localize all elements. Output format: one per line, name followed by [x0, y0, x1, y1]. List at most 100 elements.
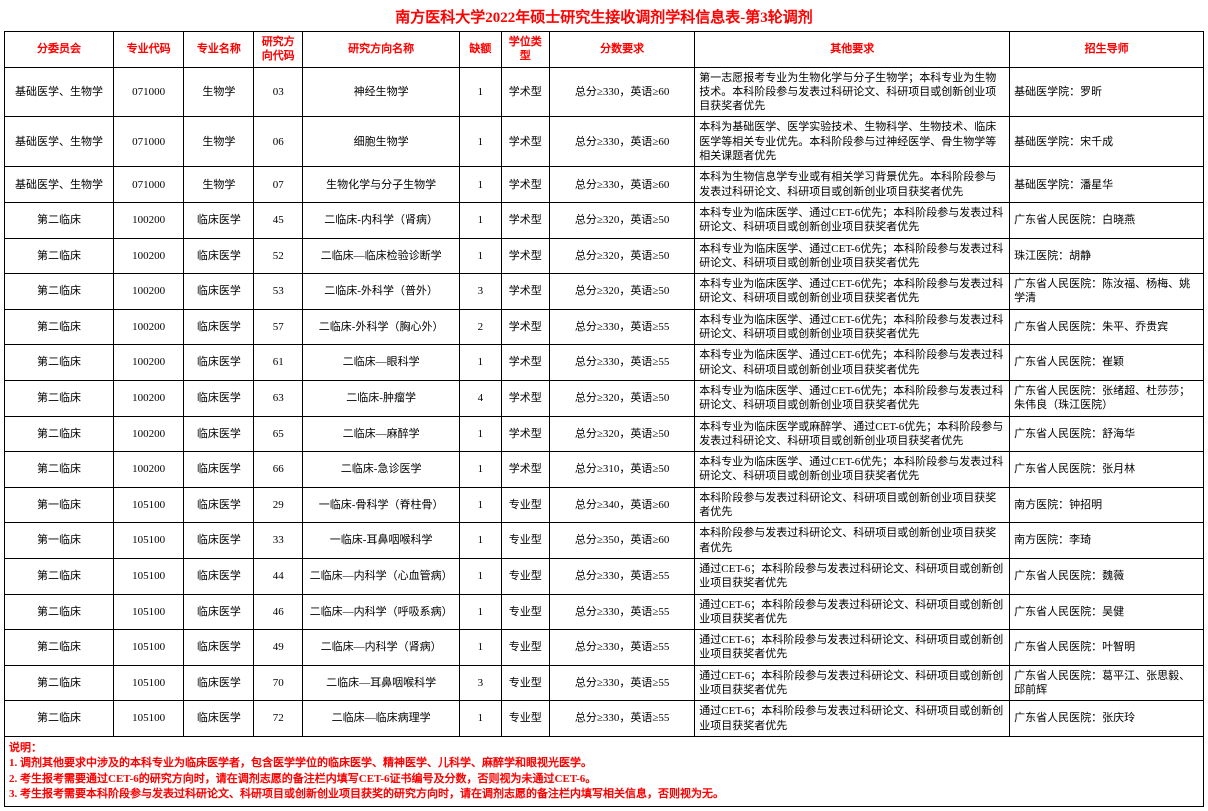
- table-cell: 专业型: [501, 630, 549, 666]
- table-cell: 071000: [114, 167, 184, 203]
- table-cell: 1: [460, 238, 501, 274]
- table-cell: 1: [460, 416, 501, 452]
- table-cell: 105100: [114, 630, 184, 666]
- column-header: 招生导师: [1010, 32, 1204, 68]
- table-cell: 45: [254, 202, 302, 238]
- table-cell: 临床医学: [184, 594, 254, 630]
- table-cell: 总分≥320，英语≥50: [549, 274, 694, 310]
- column-header: 研究方向代码: [254, 32, 302, 68]
- table-cell: 1: [460, 67, 501, 117]
- table-cell: 基础医学院：宋千成: [1010, 117, 1204, 167]
- table-row: 基础医学、生物学071000生物学06细胞生物学1学术型总分≥330，英语≥60…: [5, 117, 1204, 167]
- table-cell: 专业型: [501, 594, 549, 630]
- table-row: 基础医学、生物学071000生物学03神经生物学1学术型总分≥330，英语≥60…: [5, 67, 1204, 117]
- table-cell: 1: [460, 701, 501, 737]
- table-cell: 通过CET-6；本科阶段参与发表过科研论文、科研项目或创新创业项目获奖者优先: [695, 558, 1010, 594]
- table-cell: 63: [254, 380, 302, 416]
- table-cell: 二临床-肿瘤学: [302, 380, 459, 416]
- table-cell: 专业型: [501, 558, 549, 594]
- table-cell: 本科阶段参与发表过科研论文、科研项目或创新创业项目获奖者优先: [695, 487, 1010, 523]
- table-cell: 学术型: [501, 67, 549, 117]
- table-cell: 基础医学、生物学: [5, 167, 114, 203]
- table-row: 第二临床100200临床医学45二临床-内科学（肾病）1学术型总分≥320，英语…: [5, 202, 1204, 238]
- table-cell: 通过CET-6；本科阶段参与发表过科研论文、科研项目或创新创业项目获奖者优先: [695, 665, 1010, 701]
- table-body: 基础医学、生物学071000生物学03神经生物学1学术型总分≥330，英语≥60…: [5, 67, 1204, 736]
- table-cell: 1: [460, 487, 501, 523]
- table-cell: 广东省人民医院：魏薇: [1010, 558, 1204, 594]
- table-row: 第二临床100200临床医学63二临床-肿瘤学4学术型总分≥320，英语≥50本…: [5, 380, 1204, 416]
- table-cell: 总分≥330，英语≥55: [549, 665, 694, 701]
- table-cell: 总分≥330，英语≥55: [549, 630, 694, 666]
- table-cell: 广东省人民医院：吴健: [1010, 594, 1204, 630]
- table-cell: 珠江医院：胡静: [1010, 238, 1204, 274]
- table-cell: 总分≥330，英语≥55: [549, 309, 694, 345]
- table-cell: 本科专业为临床医学、通过CET-6优先；本科阶段参与发表过科研论文、科研项目或创…: [695, 274, 1010, 310]
- table-cell: 学术型: [501, 416, 549, 452]
- table-cell: 学术型: [501, 345, 549, 381]
- table-row: 基础医学、生物学071000生物学07生物化学与分子生物学1学术型总分≥330，…: [5, 167, 1204, 203]
- table-cell: 100200: [114, 309, 184, 345]
- table-cell: 44: [254, 558, 302, 594]
- table-cell: 06: [254, 117, 302, 167]
- table-cell: 生物化学与分子生物学: [302, 167, 459, 203]
- table-cell: 临床医学: [184, 380, 254, 416]
- column-header: 专业名称: [184, 32, 254, 68]
- table-row: 第二临床105100临床医学70二临床—耳鼻咽喉科学3专业型总分≥330，英语≥…: [5, 665, 1204, 701]
- table-cell: 071000: [114, 67, 184, 117]
- notes-cell: 说明： 1. 调剂其他要求中涉及的本科专业为临床医学者，包含医学学位的临床医学、…: [5, 736, 1204, 807]
- table-cell: 二临床—内科学（呼吸系病）: [302, 594, 459, 630]
- table-cell: 本科为生物信息学专业或有相关学习背景优先。本科阶段参与发表过科研论文、科研项目或…: [695, 167, 1010, 203]
- table-cell: 总分≥330，英语≥55: [549, 345, 694, 381]
- table-cell: 第二临床: [5, 558, 114, 594]
- table-cell: 广东省人民医院：白晓燕: [1010, 202, 1204, 238]
- table-cell: 基础医学、生物学: [5, 117, 114, 167]
- note-line: 3. 考生报考需要本科阶段参与发表过科研论文、科研项目或创新创业项目获奖的研究方…: [9, 788, 724, 800]
- table-cell: 1: [460, 345, 501, 381]
- table-cell: 本科专业为临床医学、通过CET-6优先；本科阶段参与发表过科研论文、科研项目或创…: [695, 380, 1010, 416]
- table-header: 分委员会专业代码专业名称研究方向代码研究方向名称缺额学位类型分数要求其他要求招生…: [5, 32, 1204, 68]
- table-cell: 总分≥320，英语≥50: [549, 416, 694, 452]
- column-header: 研究方向名称: [302, 32, 459, 68]
- table-cell: 3: [460, 665, 501, 701]
- table-cell: 33: [254, 523, 302, 559]
- table-cell: 广东省人民医院：叶智明: [1010, 630, 1204, 666]
- column-header: 缺额: [460, 32, 501, 68]
- table-cell: 100200: [114, 238, 184, 274]
- table-cell: 学术型: [501, 274, 549, 310]
- table-cell: 总分≥330，英语≥55: [549, 701, 694, 737]
- table-cell: 总分≥330，英语≥60: [549, 67, 694, 117]
- table-cell: 1: [460, 117, 501, 167]
- table-cell: 第二临床: [5, 380, 114, 416]
- table-cell: 基础医学院：潘星华: [1010, 167, 1204, 203]
- table-cell: 第二临床: [5, 665, 114, 701]
- table-cell: 专业型: [501, 487, 549, 523]
- table-row: 第二临床100200临床医学53二临床-外科学（普外）3学术型总分≥320，英语…: [5, 274, 1204, 310]
- table-row: 第二临床100200临床医学61二临床—眼科学1学术型总分≥330，英语≥55本…: [5, 345, 1204, 381]
- table-cell: 1: [460, 523, 501, 559]
- table-cell: 广东省人民医院：舒海华: [1010, 416, 1204, 452]
- table-cell: 总分≥320，英语≥50: [549, 380, 694, 416]
- table-row: 第一临床105100临床医学29一临床-骨科学（脊柱骨）1专业型总分≥340，英…: [5, 487, 1204, 523]
- table-cell: 总分≥310，英语≥50: [549, 452, 694, 488]
- table-cell: 105100: [114, 523, 184, 559]
- table-cell: 105100: [114, 487, 184, 523]
- table-cell: 100200: [114, 345, 184, 381]
- table-cell: 总分≥330，英语≥60: [549, 167, 694, 203]
- table-row: 第二临床105100临床医学72二临床—临床病理学1专业型总分≥330，英语≥5…: [5, 701, 1204, 737]
- table-cell: 1: [460, 167, 501, 203]
- table-cell: 4: [460, 380, 501, 416]
- table-cell: 总分≥330，英语≥55: [549, 558, 694, 594]
- table-cell: 临床医学: [184, 665, 254, 701]
- table-cell: 二临床-外科学（胸心外）: [302, 309, 459, 345]
- table-cell: 南方医院：钟招明: [1010, 487, 1204, 523]
- table-cell: 一临床-骨科学（脊柱骨）: [302, 487, 459, 523]
- table-cell: 广东省人民医院：朱平、乔贵宾: [1010, 309, 1204, 345]
- note-line: 1. 调剂其他要求中涉及的本科专业为临床医学者，包含医学学位的临床医学、精神医学…: [9, 757, 592, 769]
- table-cell: 2: [460, 309, 501, 345]
- table-cell: 二临床—临床检验诊断学: [302, 238, 459, 274]
- table-cell: 临床医学: [184, 701, 254, 737]
- table-cell: 神经生物学: [302, 67, 459, 117]
- table-cell: 1: [460, 630, 501, 666]
- table-cell: 70: [254, 665, 302, 701]
- table-cell: 细胞生物学: [302, 117, 459, 167]
